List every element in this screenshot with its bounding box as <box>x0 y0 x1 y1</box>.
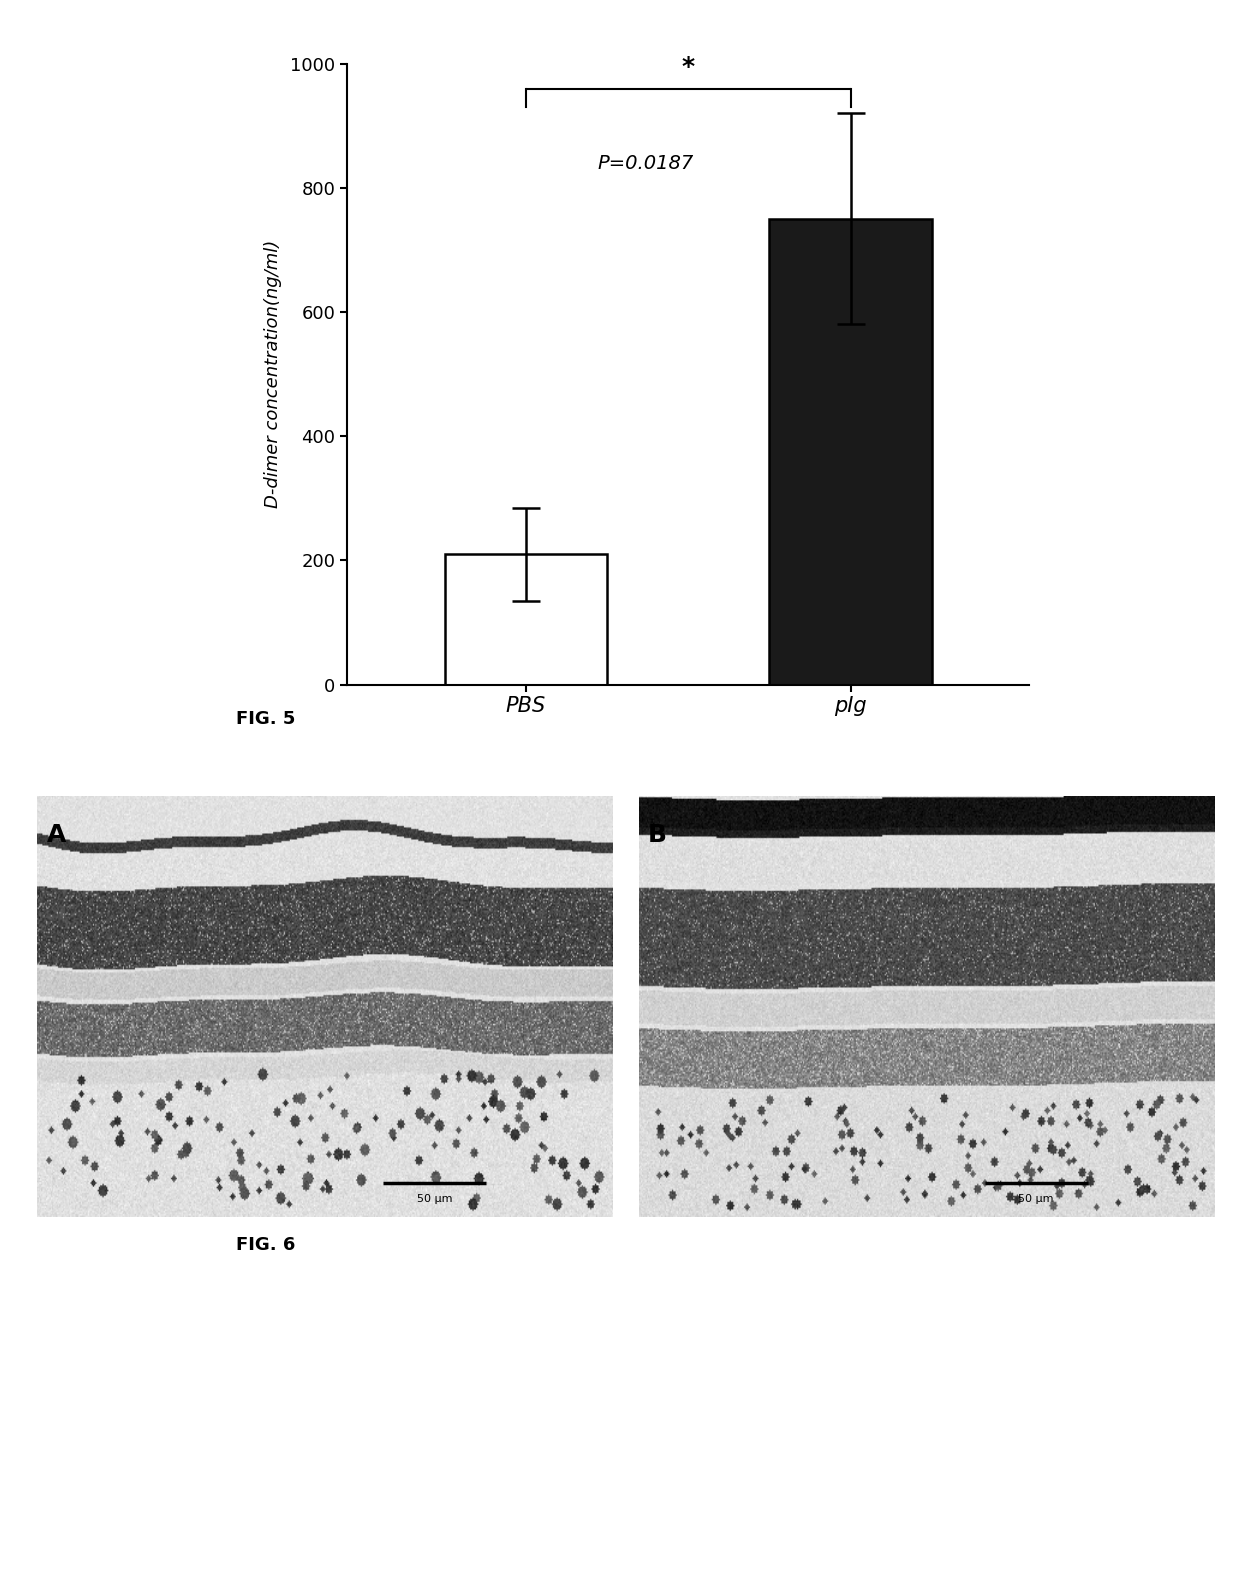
Text: P=0.0187: P=0.0187 <box>598 154 693 174</box>
Bar <box>445 554 608 685</box>
Text: 50 μm: 50 μm <box>1018 1194 1054 1204</box>
Text: B: B <box>649 823 667 847</box>
Bar <box>769 220 931 685</box>
Text: 50 μm: 50 μm <box>417 1194 453 1204</box>
Text: FIG. 6: FIG. 6 <box>236 1235 295 1254</box>
Text: *: * <box>682 56 694 80</box>
Text: A: A <box>47 823 66 847</box>
Y-axis label: D-dimer concentration(ng/ml): D-dimer concentration(ng/ml) <box>264 240 281 508</box>
Text: FIG. 5: FIG. 5 <box>236 710 295 729</box>
